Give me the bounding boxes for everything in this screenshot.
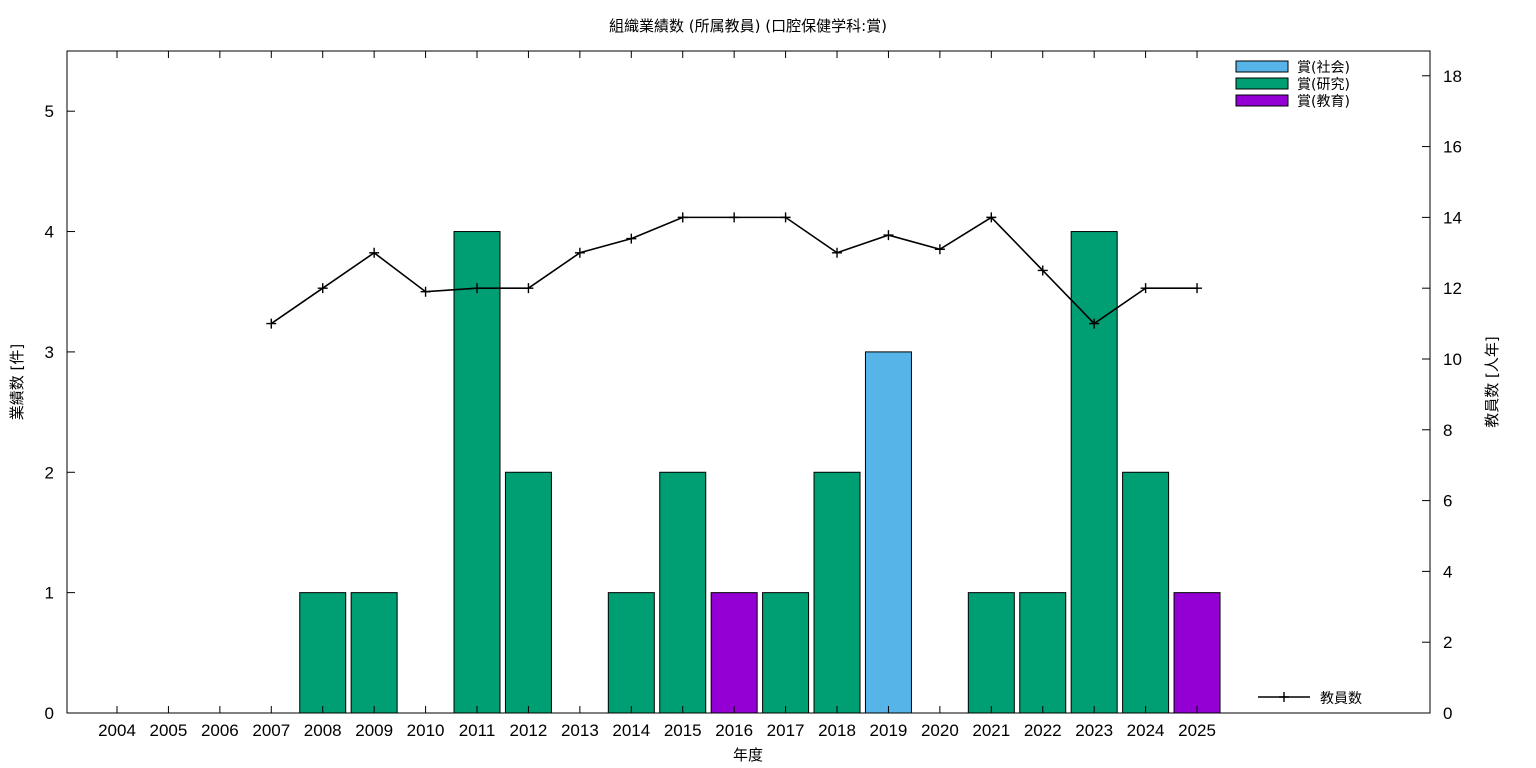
y-tick-label-0: 0 [45,704,54,723]
x-tick-label-2005: 2005 [150,721,188,740]
y-tick-label-5: 5 [45,102,54,121]
chart-title: 組織業績数 (所属教員) (口腔保健学科:賞) [609,17,887,35]
y2-tick-label-14: 14 [1443,208,1462,227]
x-tick-label-2014: 2014 [612,721,650,740]
x-tick-label-2023: 2023 [1075,721,1113,740]
x-tick-label-2009: 2009 [355,721,393,740]
x-axis-title: 年度 [733,746,763,764]
line-point-2016 [729,212,740,223]
bar-2019-series-0 [864,351,912,714]
legend-top: 賞(社会)賞(研究)賞(教育) [1235,60,1350,110]
bar-2018-series-1 [813,471,861,714]
legend-label-1: 賞(研究) [1297,77,1350,93]
legend-swatch-1 [1235,77,1289,90]
bar-2014-series-1 [607,592,655,714]
bar-2012-series-1 [504,471,552,714]
y-axis-right-title: 教員数 [人年] [1483,336,1501,427]
bar-2009-series-1 [350,592,398,714]
y2-tick-label-0: 0 [1443,704,1452,723]
y-axis-left: 0 1 2 3 4 5 [45,102,75,723]
x-tick-label-2015: 2015 [664,721,702,740]
y2-tick-label-6: 6 [1443,492,1452,511]
bar-2022-series-1 [1019,592,1067,714]
line-point-2023 [1089,318,1100,329]
legend-bottom: 教員数 [1258,691,1362,707]
line-point-2015 [677,212,688,223]
y2-tick-label-2: 2 [1443,633,1452,652]
x-axis: 2004 2005 2006 2007 2008 2009 2010 2011 2012 2013… [98,51,1216,740]
x-tick-label-2016: 2016 [715,721,753,740]
line-point-2018 [832,247,843,258]
y2-tick-label-10: 10 [1443,350,1462,369]
line-point-2010 [420,286,431,297]
bar-2008-series-1 [299,592,347,714]
bar-2016-series-2 [710,592,758,714]
line-layer [266,212,1203,329]
x-tick-label-2011: 2011 [459,721,496,740]
x-tick-label-2010: 2010 [407,721,445,740]
x-tick-label-2006: 2006 [201,721,239,740]
legend-swatch-0 [1235,60,1289,73]
x-tick-label-2022: 2022 [1024,721,1062,740]
x-tick-label-2017: 2017 [767,721,805,740]
y-tick-label-4: 4 [45,223,54,242]
x-tick-label-2024: 2024 [1127,721,1165,740]
line-point-2024 [1140,283,1151,294]
x-tick-label-2012: 2012 [510,721,548,740]
y-axis-right: 0 2 4 6 8 10 12 14 16 18 [1422,67,1462,723]
legend-line-label: 教員数 [1320,691,1362,707]
line-point-2013 [574,247,585,258]
x-tick-label-2020: 2020 [921,721,959,740]
line-point-2009 [369,247,380,258]
line-point-2012 [523,283,534,294]
y2-tick-label-16: 16 [1443,138,1462,157]
y2-tick-label-12: 12 [1443,279,1462,298]
x-tick-label-2019: 2019 [870,721,908,740]
y2-tick-label-8: 8 [1443,421,1452,440]
y2-tick-label-18: 18 [1443,67,1462,86]
bar-2021-series-1 [967,592,1015,714]
line-point-2008 [317,283,328,294]
x-tick-label-2021: 2021 [972,721,1010,740]
x-tick-label-2025: 2025 [1178,721,1216,740]
line-point-2011 [472,283,483,294]
x-tick-label-2008: 2008 [304,721,342,740]
line-point-2025 [1192,283,1203,294]
bar-2015-series-1 [659,471,707,714]
y2-tick-label-4: 4 [1443,562,1452,581]
legend-label-2: 賞(教育) [1297,94,1350,110]
bar-2023-series-1 [1070,231,1118,714]
x-tick-label-2007: 2007 [252,721,290,740]
y-tick-label-2: 2 [45,463,54,482]
legend-label-0: 賞(社会) [1297,60,1350,76]
x-tick-label-2013: 2013 [561,721,599,740]
legend-swatch-2 [1235,94,1289,107]
y-tick-label-1: 1 [45,584,54,603]
bar-2024-series-1 [1122,471,1170,714]
bars-layer [299,231,1221,714]
y-tick-label-3: 3 [45,343,54,362]
line-faculty-count [270,216,1198,325]
x-tick-label-2004: 2004 [98,721,136,740]
bar-2017-series-1 [762,592,810,714]
line-point-2019 [883,230,894,241]
bar-2011-series-1 [453,231,501,714]
y-axis-left-title: 業績数 [件] [8,344,26,420]
line-point-2017 [780,212,791,223]
plot-frame [66,50,1431,714]
x-tick-label-2018: 2018 [818,721,856,740]
line-point-2020 [934,244,945,255]
line-point-2022 [1037,265,1048,276]
line-point-2014 [626,233,637,244]
line-point-2021 [986,212,997,223]
bar-2025-series-2 [1173,592,1221,714]
line-point-2007 [266,318,277,329]
legend-line-marker [1279,692,1289,702]
